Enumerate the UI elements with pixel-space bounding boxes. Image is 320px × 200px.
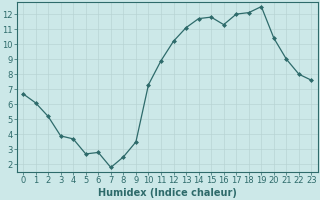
X-axis label: Humidex (Indice chaleur): Humidex (Indice chaleur)	[98, 188, 237, 198]
